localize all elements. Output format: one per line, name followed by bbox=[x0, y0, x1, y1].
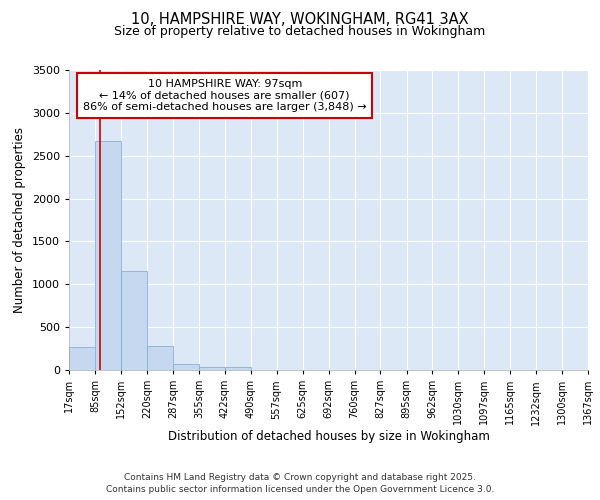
Text: Contains public sector information licensed under the Open Government Licence 3.: Contains public sector information licen… bbox=[106, 485, 494, 494]
X-axis label: Distribution of detached houses by size in Wokingham: Distribution of detached houses by size … bbox=[167, 430, 490, 443]
Text: 10 HAMPSHIRE WAY: 97sqm
← 14% of detached houses are smaller (607)
86% of semi-d: 10 HAMPSHIRE WAY: 97sqm ← 14% of detache… bbox=[83, 79, 367, 112]
Bar bbox=[224, 368, 251, 370]
Bar bbox=[147, 346, 173, 370]
Bar bbox=[95, 141, 121, 370]
Text: Contains HM Land Registry data © Crown copyright and database right 2025.: Contains HM Land Registry data © Crown c… bbox=[124, 472, 476, 482]
Bar bbox=[199, 366, 224, 370]
Bar bbox=[121, 270, 147, 370]
Y-axis label: Number of detached properties: Number of detached properties bbox=[13, 127, 26, 313]
Text: Size of property relative to detached houses in Wokingham: Size of property relative to detached ho… bbox=[115, 25, 485, 38]
Bar bbox=[173, 364, 199, 370]
Text: 10, HAMPSHIRE WAY, WOKINGHAM, RG41 3AX: 10, HAMPSHIRE WAY, WOKINGHAM, RG41 3AX bbox=[131, 12, 469, 28]
Bar bbox=[69, 347, 95, 370]
